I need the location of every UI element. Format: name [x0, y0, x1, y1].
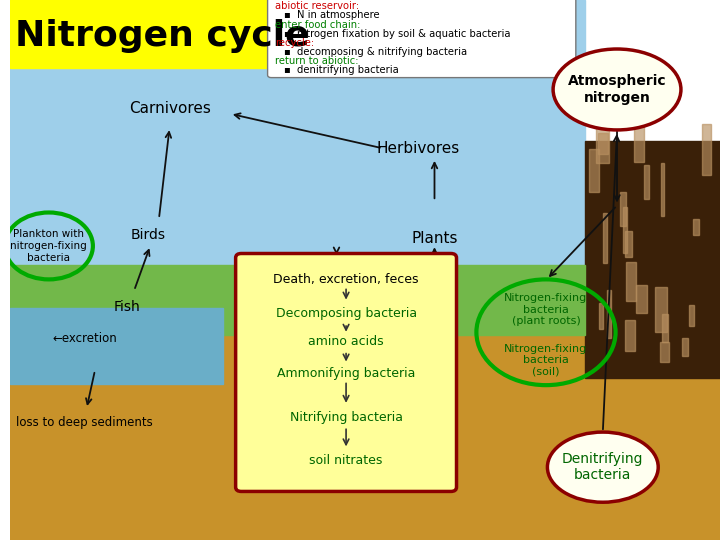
Bar [654, 287, 667, 332]
Bar [608, 289, 611, 338]
Text: Nitrogen-fixing
bacteria
(soil): Nitrogen-fixing bacteria (soil) [505, 344, 588, 377]
Bar [702, 124, 711, 175]
Text: ▪  decomposing & nitrifying bacteria: ▪ decomposing & nitrifying bacteria [284, 47, 467, 57]
Text: Atmospheric
nitrogen: Atmospheric nitrogen [567, 75, 666, 105]
Text: Carnivores: Carnivores [129, 101, 210, 116]
Ellipse shape [547, 432, 658, 502]
Bar [661, 164, 665, 216]
Text: return to abiotic:: return to abiotic: [276, 56, 359, 66]
Bar [589, 150, 599, 192]
Bar [626, 320, 635, 351]
Text: Plankton with
nitrogen-fixing
bacteria: Plankton with nitrogen-fixing bacteria [11, 230, 87, 262]
Text: amino acids: amino acids [308, 335, 384, 348]
Bar [626, 261, 636, 301]
FancyBboxPatch shape [268, 0, 576, 78]
Bar [644, 165, 649, 199]
Bar [10, 1, 585, 302]
Bar [682, 338, 688, 356]
Text: Nitrifying bacteria: Nitrifying bacteria [289, 411, 402, 424]
FancyBboxPatch shape [235, 253, 456, 491]
Bar [660, 342, 669, 362]
Text: Plants: Plants [411, 232, 458, 246]
Bar [603, 213, 606, 263]
Bar [10, 308, 223, 383]
Bar [636, 285, 647, 313]
Ellipse shape [553, 49, 681, 130]
Text: abiotic reservoir:: abiotic reservoir: [276, 2, 359, 11]
Bar [689, 305, 694, 326]
Bar [620, 192, 626, 226]
Bar [626, 231, 632, 256]
Bar [598, 133, 608, 154]
Text: ▪  nitrogen fixation by soil & aquatic bacteria: ▪ nitrogen fixation by soil & aquatic ba… [284, 29, 510, 38]
Text: Death, excretion, feces: Death, excretion, feces [274, 273, 419, 286]
Text: Herbivores: Herbivores [377, 141, 460, 156]
Text: ▪  denitrifying bacteria: ▪ denitrifying bacteria [284, 65, 399, 75]
Bar [623, 207, 627, 253]
Text: recycle:: recycle: [276, 38, 315, 48]
Bar [10, 238, 720, 540]
Bar [634, 125, 644, 163]
Text: loss to deep sediments: loss to deep sediments [16, 416, 153, 429]
Text: Nitrogen-fixing
bacteria
(plant roots): Nitrogen-fixing bacteria (plant roots) [505, 293, 588, 326]
Text: enter food chain:: enter food chain: [276, 19, 361, 30]
Text: Ammonifying bacteria: Ammonifying bacteria [277, 367, 415, 380]
Bar [693, 219, 699, 235]
Text: Birds: Birds [131, 228, 166, 242]
Bar [585, 141, 720, 378]
Text: ▪  N in atmosphere: ▪ N in atmosphere [284, 10, 379, 21]
Text: ←excretion: ←excretion [52, 332, 117, 345]
Text: soil nitrates: soil nitrates [310, 454, 383, 467]
Text: Denitrifying
bacteria: Denitrifying bacteria [562, 452, 644, 482]
Bar [10, 1, 273, 68]
Text: Fish: Fish [114, 300, 140, 314]
Bar [599, 303, 603, 329]
Text: Decomposing bacteria: Decomposing bacteria [276, 307, 417, 321]
Bar [662, 314, 668, 342]
Text: Nitrogen cycle: Nitrogen cycle [14, 18, 310, 52]
Bar [10, 265, 585, 335]
Bar [596, 117, 609, 163]
